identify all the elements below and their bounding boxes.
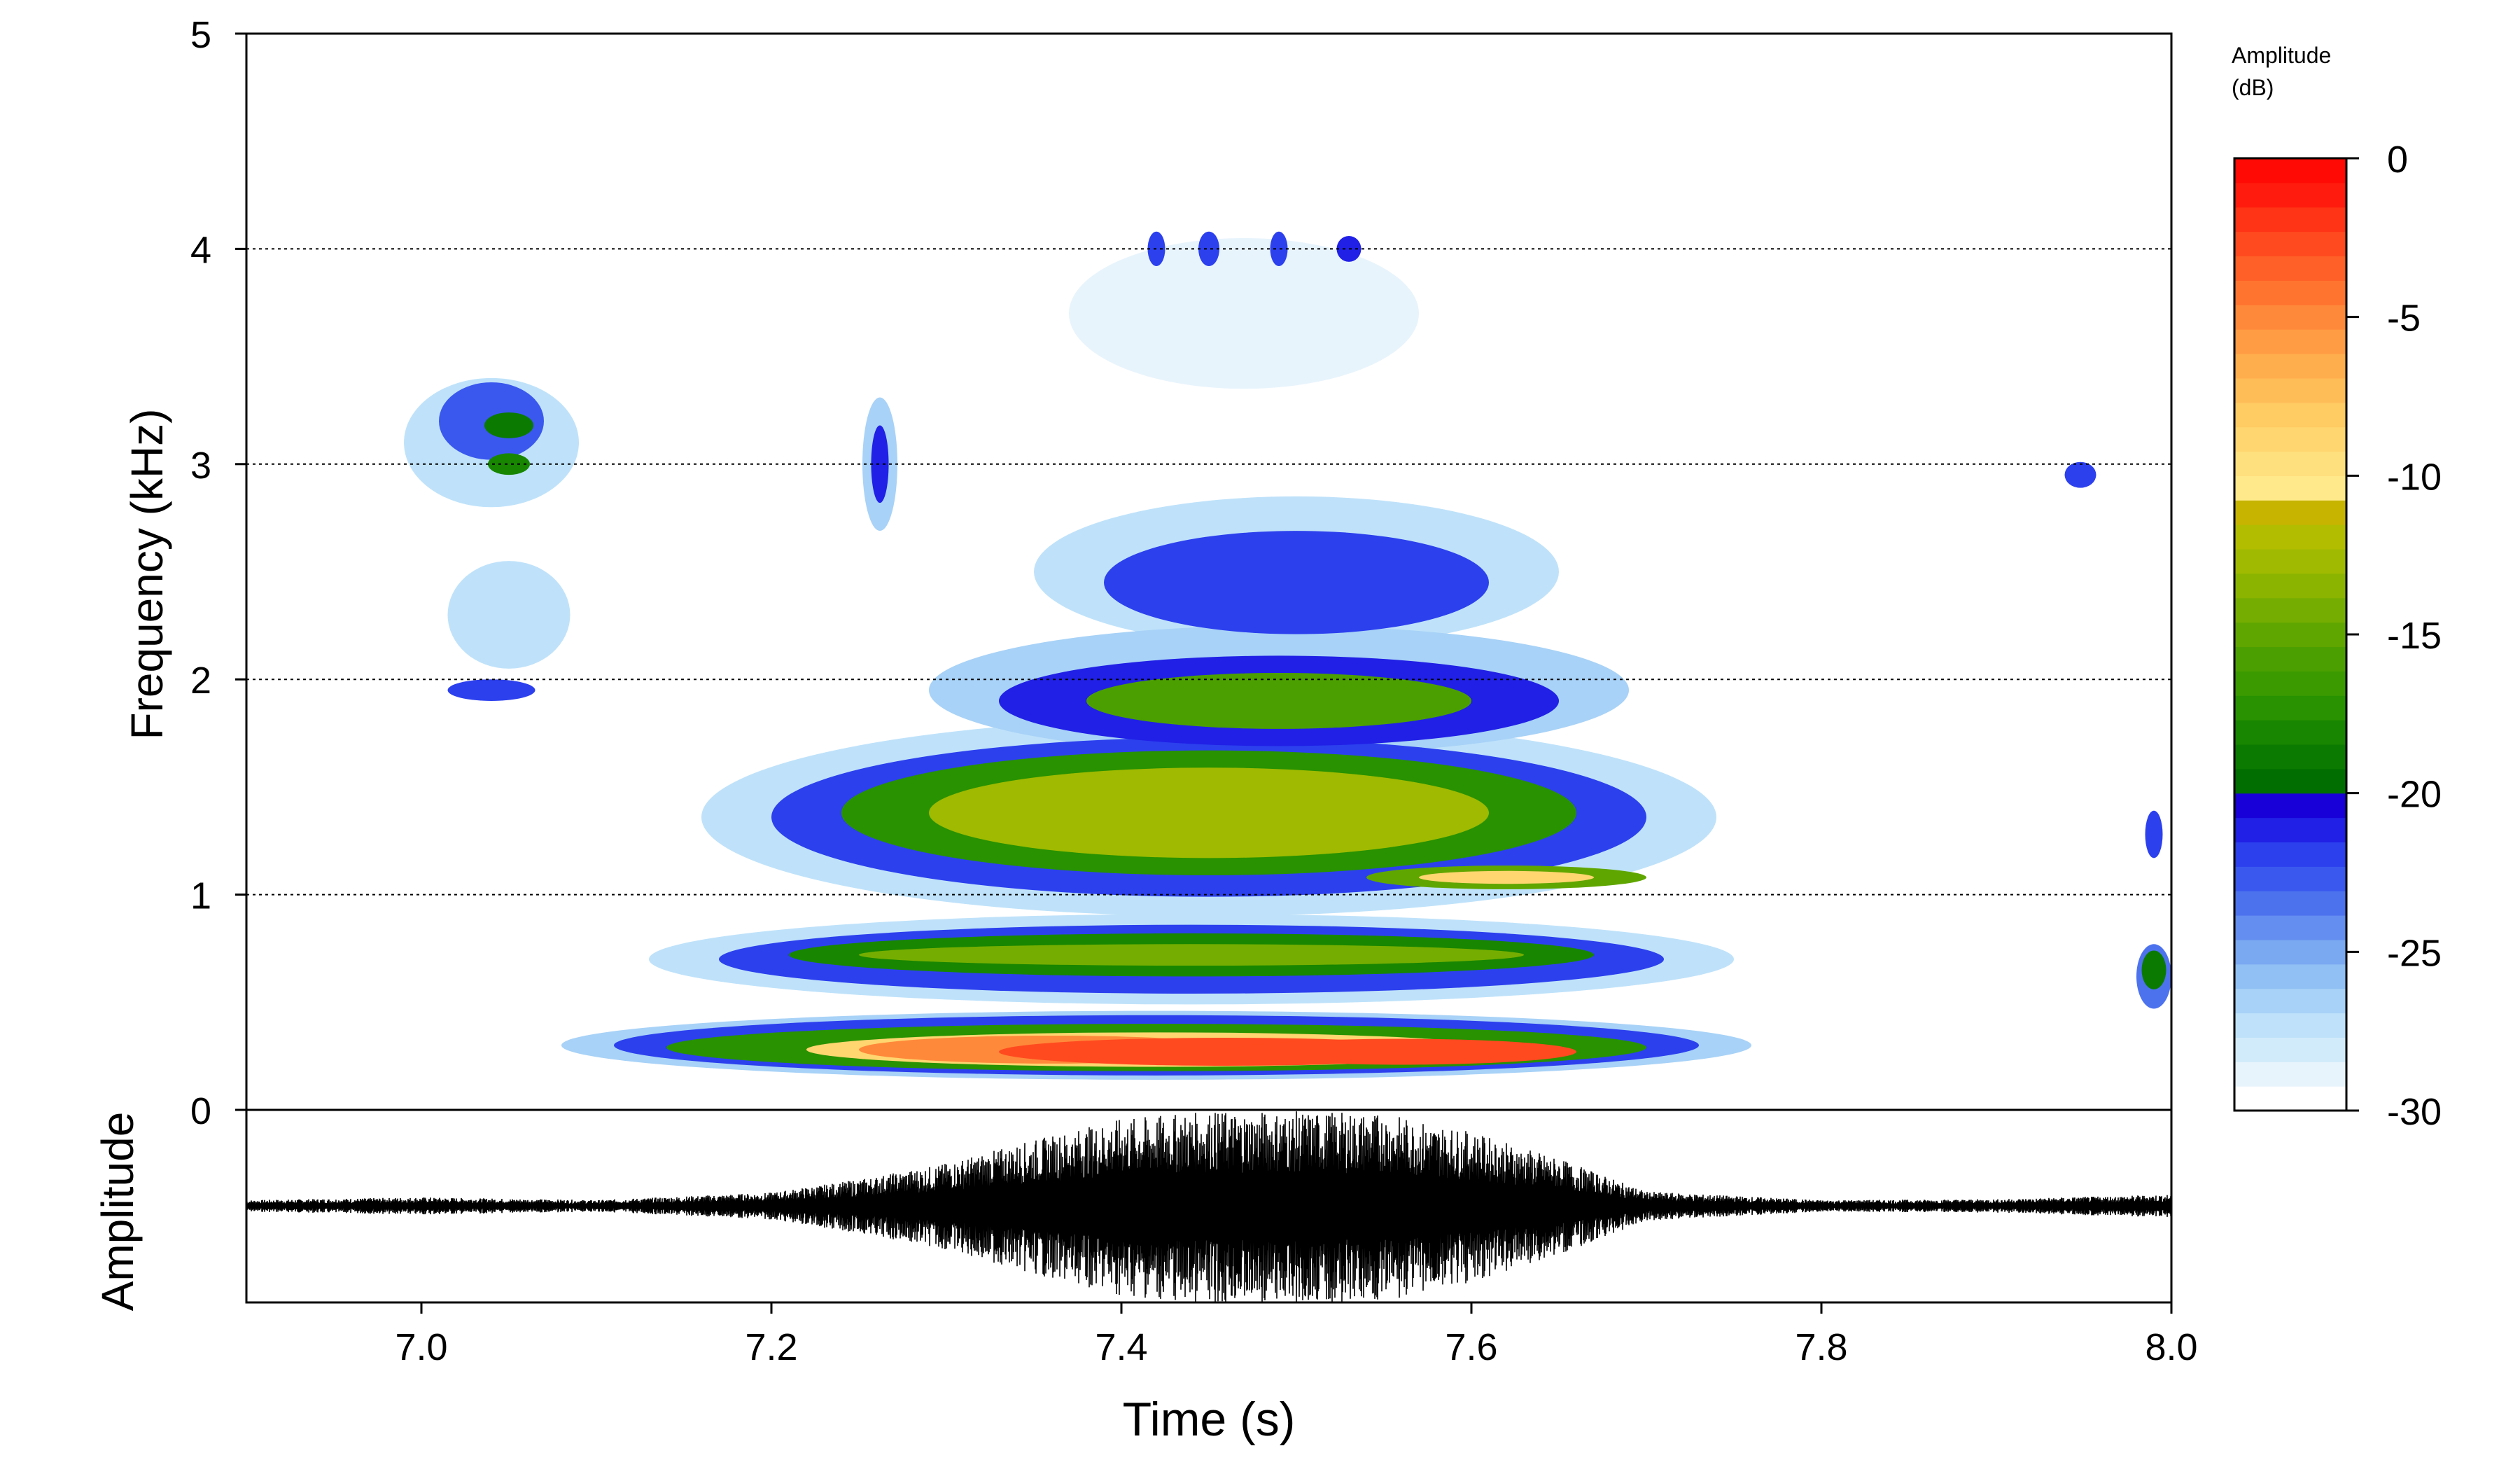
x-tick-label: 7.4 [1095, 1326, 1147, 1368]
colorbar-swatch [2234, 158, 2346, 183]
colorbar-swatch [2234, 1086, 2346, 1111]
colorbar-title: Amplitude [2232, 43, 2331, 68]
colorbar-swatch [2234, 622, 2346, 648]
x-axis-label: Time (s) [1123, 1393, 1296, 1446]
colorbar-tick-label: -15 [2387, 615, 2442, 657]
colorbar-swatch [2234, 1062, 2346, 1087]
energy-region-33 [929, 767, 1489, 858]
energy-region-32 [859, 944, 1524, 966]
colorbar-swatch [2234, 426, 2346, 452]
colorbar-swatch [2234, 280, 2346, 305]
colorbar-swatch [2234, 475, 2346, 501]
x-tick-label: 7.2 [745, 1326, 797, 1368]
colorbar-swatch [2234, 353, 2346, 379]
colorbar-swatch [2234, 377, 2346, 403]
colorbar-swatch [2234, 329, 2346, 354]
colorbar-swatch [2234, 891, 2346, 916]
colorbar-swatch [2234, 939, 2346, 965]
colorbar-swatch [2234, 305, 2346, 330]
colorbar-swatch [2234, 866, 2346, 891]
colorbar-swatch [2234, 842, 2346, 867]
energy-region-23 [871, 425, 889, 503]
colorbar: 0 -5 -10 -15 -20 -25 -30 [2233, 139, 2442, 1133]
y-axis-label: Frequency (kHz) [122, 409, 172, 740]
x-tick-label: 7.8 [1795, 1326, 1847, 1368]
colorbar-swatch [2234, 402, 2346, 428]
x-tick-label: 7.6 [1445, 1326, 1497, 1368]
energy-region-24 [484, 412, 533, 438]
energy-region-0 [1069, 238, 1419, 389]
oscillogram-axis-label: Amplitude [92, 1112, 143, 1312]
y-tick-label: 4 [190, 229, 211, 271]
colorbar-swatch [2234, 451, 2346, 476]
energy-region-17 [1270, 231, 1288, 266]
energy-region-5 [447, 561, 570, 669]
waveform-trace [246, 1111, 2171, 1302]
colorbar-swatch [2234, 182, 2346, 208]
colorbar-swatch [2234, 548, 2346, 574]
colorbar-tick-label: 0 [2387, 139, 2408, 181]
colorbar-swatch [2234, 964, 2346, 989]
energy-region-30 [1086, 672, 1471, 729]
colorbar-swatch [2234, 573, 2346, 599]
colorbar-swatch [2234, 1037, 2346, 1062]
energy-region-19 [2064, 461, 2096, 488]
colorbar-swatch [2234, 646, 2346, 672]
colorbar-swatch [2234, 988, 2346, 1014]
colorbar-tick-label: -20 [2387, 774, 2442, 816]
colorbar-swatch [2234, 768, 2346, 794]
colorbar-swatch [2234, 671, 2346, 696]
colorbar-swatch [2234, 1013, 2346, 1038]
colorbar-swatch [2234, 500, 2346, 525]
oscillogram-plot-area [246, 1111, 2171, 1302]
colorbar-swatch [2234, 793, 2346, 819]
y-tick-label: 5 [190, 14, 211, 56]
colorbar-swatch [2234, 207, 2346, 232]
colorbar-tick-label: -25 [2387, 932, 2442, 974]
energy-region-20 [2145, 810, 2163, 858]
colorbar-swatch [2234, 720, 2346, 745]
energy-region-14 [1104, 531, 1489, 634]
plot-frame [245, 32, 2173, 1304]
energy-region-27 [488, 453, 530, 475]
colorbar-swatch [2234, 695, 2346, 721]
frequency-axis: 0 1 2 3 4 5 [190, 14, 246, 1132]
y-tick-label: 0 [190, 1090, 211, 1132]
energy-region-38 [1226, 1038, 1576, 1065]
energy-region-25 [2141, 950, 2166, 989]
colorbar-swatch [2234, 817, 2346, 843]
y-tick-label: 3 [190, 445, 211, 487]
colorbar-swatch [2234, 256, 2346, 281]
colorbar-unit: (dB) [2232, 75, 2274, 100]
colorbar-tick-label: -30 [2387, 1091, 2442, 1133]
colorbar-tick-label: -5 [2387, 298, 2421, 340]
colorbar-tick-label: -10 [2387, 456, 2442, 498]
time-axis: 7.0 7.2 7.4 7.6 7.8 8.0 [395, 1302, 2198, 1368]
spectrogram-plot-area [404, 231, 2171, 1080]
x-tick-label: 7.0 [395, 1326, 447, 1368]
colorbar-swatch [2234, 524, 2346, 550]
energy-region-35 [1419, 870, 1594, 884]
x-tick-label: 8.0 [2145, 1326, 2197, 1368]
colorbar-swatch [2234, 744, 2346, 770]
energy-region-18 [447, 679, 536, 701]
energy-region-16 [1198, 231, 1219, 266]
colorbar-swatch [2234, 915, 2346, 940]
y-tick-label: 1 [190, 875, 211, 917]
y-tick-label: 2 [190, 660, 211, 702]
colorbar-swatch [2234, 231, 2346, 257]
colorbar-swatch [2234, 597, 2346, 623]
